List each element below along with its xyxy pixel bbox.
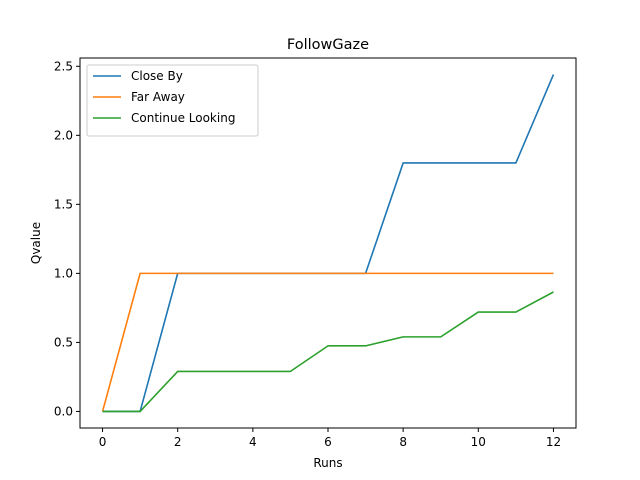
legend-label: Close By (131, 69, 183, 83)
y-tick-label: 2.0 (54, 128, 73, 142)
legend-box (86, 64, 259, 137)
x-tick-label: 8 (399, 435, 407, 449)
chart-title: FollowGaze (287, 37, 369, 53)
series-layer (101, 74, 555, 413)
legend: Close By Far Away Continue Looking (86, 64, 259, 137)
y-tick-label: 0.0 (54, 404, 73, 418)
x-tick-label: 0 (99, 435, 107, 449)
x-tick-label: 4 (249, 435, 257, 449)
tick-layer: 0 2 4 6 8 10 12 0.0 0.5 1.0 1.5 2.0 2.5 (54, 59, 561, 449)
series-line-far-away (101, 272, 554, 412)
x-tick-label: 6 (324, 435, 332, 449)
y-tick-label: 2.5 (54, 59, 73, 73)
x-tick-label: 2 (174, 435, 182, 449)
y-tick-label: 1.0 (54, 266, 73, 280)
series-line-continue-looking (102, 291, 554, 413)
y-tick-label: 0.5 (54, 335, 73, 349)
legend-label: Far Away (131, 90, 185, 104)
x-tick-label: 10 (471, 435, 486, 449)
y-tick-label: 1.5 (54, 197, 73, 211)
x-axis-label: Runs (313, 456, 342, 470)
y-axis-label: Qvalue (29, 222, 43, 264)
x-tick-label: 12 (546, 435, 561, 449)
legend-label: Continue Looking (131, 111, 235, 125)
